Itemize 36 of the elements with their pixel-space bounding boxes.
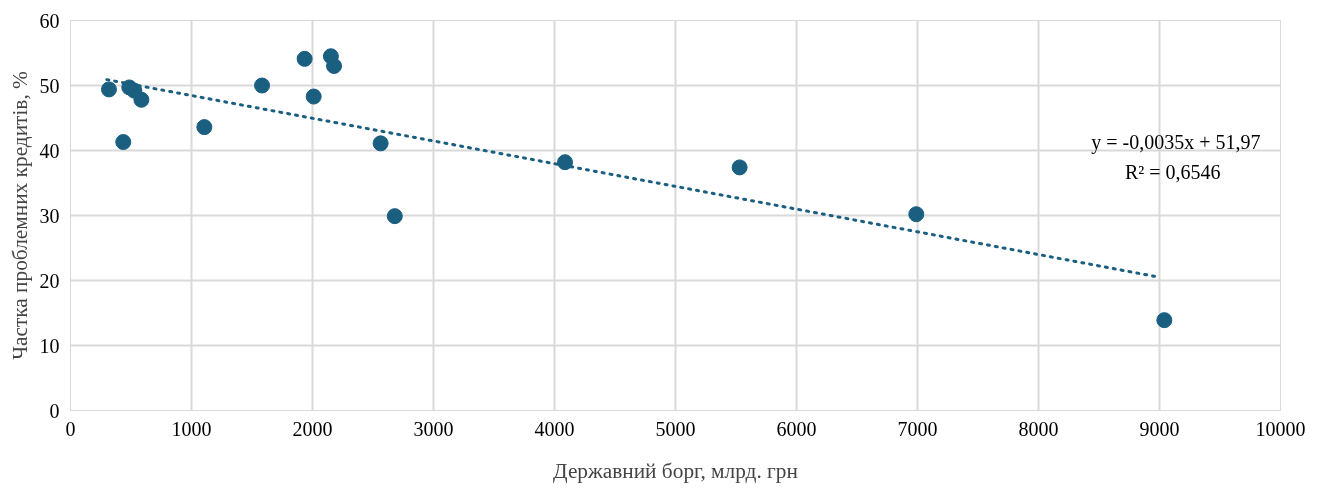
annotation: y = -0,0035x + 51,97 bbox=[1091, 130, 1261, 154]
y-tick-label: 60 bbox=[39, 9, 60, 32]
x-tick-label: 4000 bbox=[534, 417, 575, 440]
point bbox=[196, 119, 213, 136]
x-axis-title: Державний борг, млрд. грн bbox=[553, 458, 798, 483]
y-tick-label: 40 bbox=[39, 139, 60, 162]
point bbox=[908, 206, 925, 223]
x-tick-label: 8000 bbox=[1018, 417, 1059, 440]
point bbox=[386, 208, 403, 225]
x-tick-label: 9000 bbox=[1139, 417, 1180, 440]
x-tick-label: 1000 bbox=[171, 417, 212, 440]
point bbox=[296, 50, 313, 67]
annotation: R² = 0,6546 bbox=[1124, 160, 1221, 183]
point bbox=[305, 88, 322, 105]
x-tick-label: 3000 bbox=[413, 417, 454, 440]
x-tick-label: 6000 bbox=[776, 417, 817, 440]
y-tick-label: 10 bbox=[39, 334, 60, 357]
point bbox=[100, 81, 117, 98]
x-tick-label: 2000 bbox=[292, 417, 333, 440]
point bbox=[133, 91, 150, 108]
point bbox=[372, 135, 389, 152]
x-tick-label: 7000 bbox=[897, 417, 938, 440]
x-tick-label: 0 bbox=[65, 417, 76, 440]
y-tick-label: 50 bbox=[39, 74, 60, 97]
point bbox=[326, 58, 343, 74]
point bbox=[731, 159, 748, 176]
point bbox=[115, 134, 132, 151]
x-tick-label: 5000 bbox=[655, 417, 696, 440]
y-tick-label: 20 bbox=[39, 269, 60, 292]
point bbox=[254, 77, 271, 94]
point bbox=[1156, 312, 1173, 329]
point bbox=[557, 154, 574, 171]
y-tick-label: 0 bbox=[49, 399, 60, 422]
x-tick-label: 10000 bbox=[1255, 417, 1306, 440]
y-axis-title: Частка проблемних кредитів, % bbox=[7, 70, 32, 360]
y-tick-label: 30 bbox=[39, 204, 60, 227]
